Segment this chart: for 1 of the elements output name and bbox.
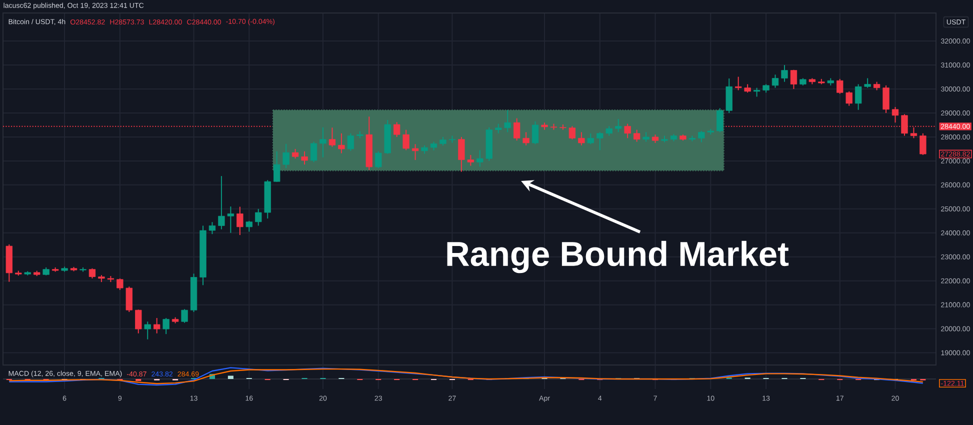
annotation: Range Bound Market [447, 240, 789, 274]
